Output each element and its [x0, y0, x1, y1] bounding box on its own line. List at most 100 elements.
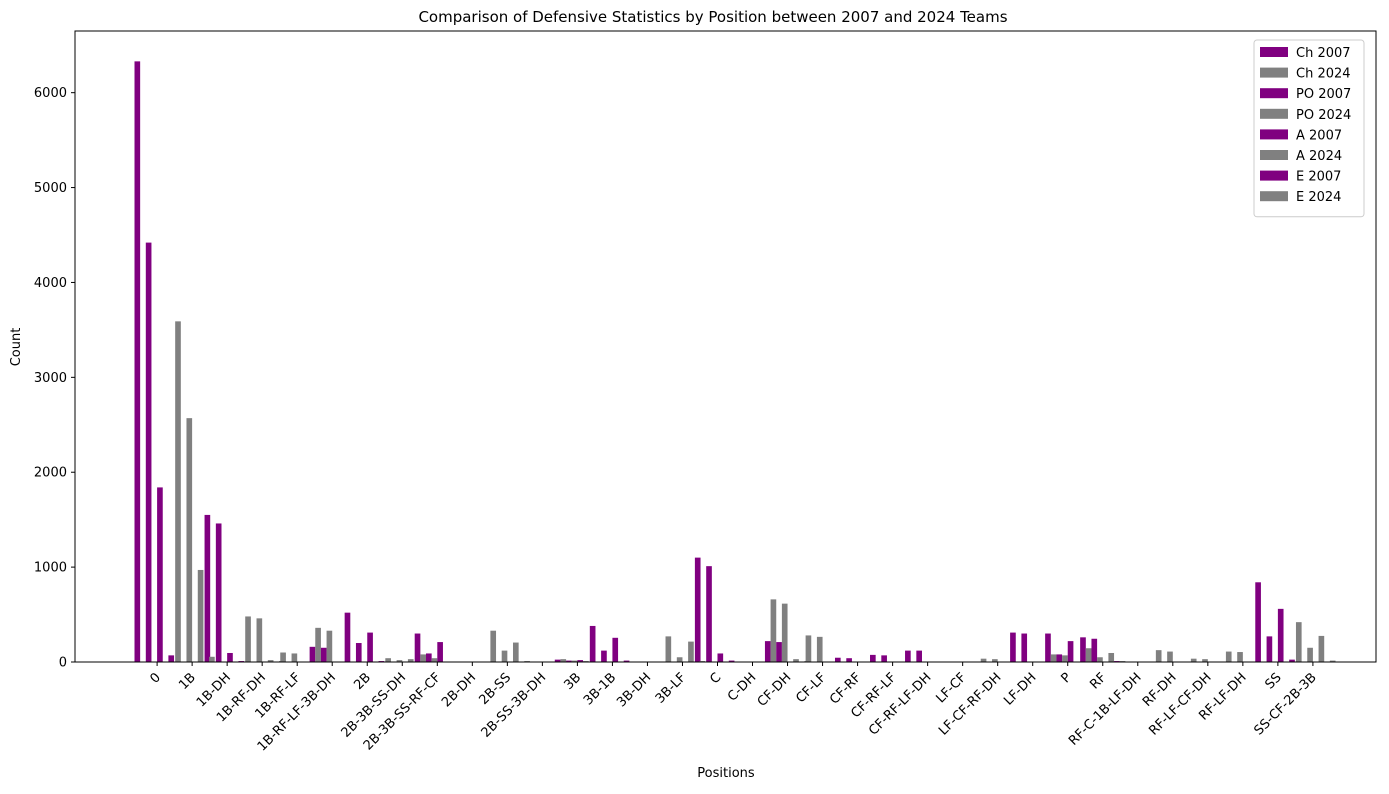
bar-e-2007-0 [168, 655, 174, 662]
bar-ch-2024-27 [1086, 648, 1092, 662]
y-tick-label: 2000 [34, 466, 67, 481]
x-tick-label: SS-CF-2B-3B [1251, 670, 1319, 738]
legend-swatch [1260, 191, 1288, 201]
bar-a-2007-32 [1278, 609, 1284, 662]
x-tick-label: LF-DH [1001, 670, 1039, 708]
bar-po-2007-13 [601, 651, 607, 662]
bar-po-2007-26 [1056, 654, 1062, 662]
bar-ch-2007-2 [205, 515, 211, 662]
bar-ch-2024-5 [315, 628, 321, 662]
bar-ch-2007-6 [345, 613, 351, 662]
legend-swatch [1260, 68, 1288, 78]
x-tick-label: SS [1262, 670, 1284, 692]
legend-label: Ch 2007 [1296, 46, 1351, 61]
bar-po-2024-27 [1097, 657, 1103, 662]
bar-ch-2007-25 [1010, 633, 1016, 662]
bar-ch-2024-33 [1296, 622, 1302, 662]
y-tick-label: 5000 [34, 181, 67, 196]
bar-ch-2024-29 [1156, 650, 1162, 662]
bar-ch-2024-19 [806, 635, 812, 662]
legend-label: PO 2007 [1296, 87, 1351, 102]
y-tick-label: 6000 [34, 86, 67, 101]
x-tick-label: 3B-DH [614, 670, 654, 710]
bar-po-2024-8 [432, 658, 438, 662]
bar-ch-2024-15 [666, 636, 672, 662]
bar-po-2024-4 [292, 653, 298, 662]
bar-ch-2007-22 [905, 651, 911, 662]
bar-po-2007-22 [916, 651, 922, 662]
bar-a-2007-13 [612, 638, 618, 662]
bar-a-2024-1 [198, 570, 204, 662]
bar-ch-2007-32 [1255, 582, 1261, 662]
legend-swatch [1260, 47, 1288, 57]
bar-a-2007-16 [717, 653, 723, 662]
bar-a-2007-2 [227, 653, 233, 662]
bar-ch-2007-26 [1045, 634, 1051, 662]
x-tick-label: 0 [147, 670, 163, 686]
legend-swatch [1260, 88, 1288, 98]
bar-ch-2024-1 [175, 321, 181, 662]
bar-po-2024-19 [817, 637, 823, 662]
bar-ch-2024-3 [245, 616, 251, 662]
bar-po-2007-27 [1091, 639, 1097, 662]
bar-ch-2024-18 [771, 599, 777, 662]
legend-label: A 2024 [1296, 149, 1342, 164]
y-axis-label: Count [9, 328, 24, 367]
bar-ch-2007-20 [835, 658, 841, 662]
y-tick-label: 4000 [34, 276, 67, 291]
bar-a-2007-6 [367, 633, 373, 662]
bar-ch-2024-26 [1051, 654, 1057, 662]
bar-po-2024-18 [782, 604, 788, 662]
bar-po-2024-3 [257, 618, 263, 662]
bar-po-2007-25 [1021, 634, 1027, 662]
bar-po-2024-31 [1237, 652, 1243, 662]
y-tick-label: 3000 [34, 371, 67, 386]
bar-ch-2024-7 [385, 658, 391, 662]
bar-ch-2024-31 [1226, 652, 1232, 662]
x-tick-label: C [707, 670, 724, 687]
x-tick-label: P [1058, 670, 1074, 686]
y-tick-label: 0 [59, 656, 67, 671]
legend-label: PO 2024 [1296, 108, 1351, 123]
x-tick-label: CF-RF-LF-DH [866, 670, 934, 738]
bar-ch-2007-5 [310, 647, 316, 662]
bar-ch-2007-18 [765, 641, 771, 662]
bar-po-2024-29 [1167, 652, 1173, 662]
legend-swatch [1260, 109, 1288, 119]
bar-a-2024-27 [1108, 653, 1114, 662]
legend-swatch [1260, 150, 1288, 160]
legend-label: E 2007 [1296, 170, 1341, 185]
bar-a-2024-15 [688, 642, 694, 662]
x-axis-label: Positions [697, 766, 755, 781]
bar-ch-2024-4 [280, 653, 286, 662]
bar-a-2024-10 [513, 643, 519, 662]
x-tick-label: 1B [176, 670, 199, 693]
x-tick-label: 2B [351, 670, 374, 693]
bar-po-2007-5 [321, 648, 327, 662]
chart-title: Comparison of Defensive Statistics by Po… [418, 8, 1007, 26]
bar-ch-2007-21 [870, 655, 876, 662]
bar-ch-2024-8 [420, 654, 426, 662]
y-tick-label: 1000 [34, 561, 67, 576]
bars-layer [135, 61, 1336, 662]
x-tick-label: LF-CF-RF-DH [936, 670, 1004, 738]
bar-po-2024-33 [1307, 648, 1313, 662]
bar-po-2024-5 [327, 631, 333, 662]
bar-po-2024-10 [502, 651, 508, 662]
x-tick-label: 2B-DH [439, 670, 479, 710]
bar-a-2007-0 [157, 487, 163, 662]
x-tick-label: 3B-1B [581, 670, 619, 708]
bar-a-2007-8 [437, 642, 443, 662]
legend-label: Ch 2024 [1296, 67, 1351, 82]
bar-ch-2024-10 [490, 631, 496, 662]
legend-swatch [1260, 171, 1288, 181]
bar-po-2007-16 [706, 566, 712, 662]
bar-po-2007-20 [846, 658, 852, 662]
bar-po-2024-15 [677, 657, 683, 662]
legend-label: E 2024 [1296, 190, 1341, 205]
bar-e-2024-1 [209, 657, 215, 662]
bar-po-2007-6 [356, 643, 362, 662]
